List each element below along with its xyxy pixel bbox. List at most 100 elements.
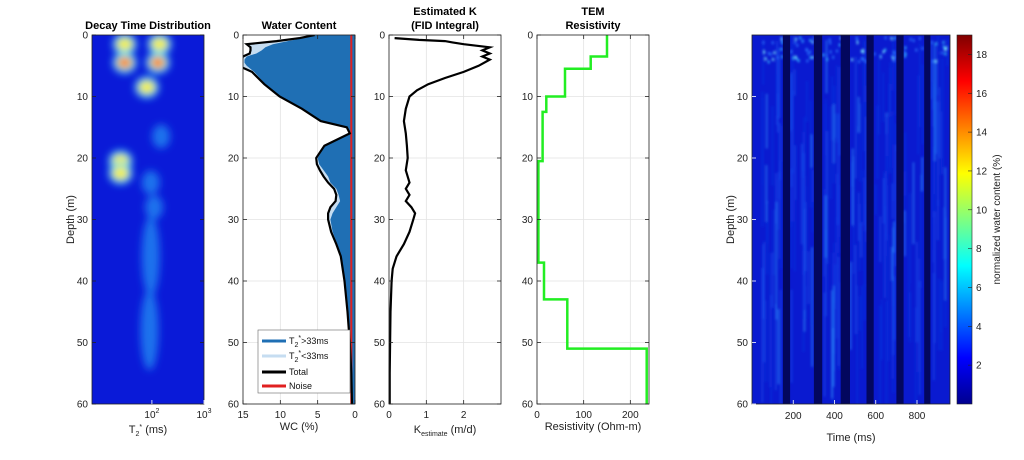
time-streak	[771, 106, 773, 186]
time-streak	[940, 111, 942, 175]
time-speckle	[772, 57, 774, 61]
k-x-axis-label: Kestimate (m/d)	[414, 424, 477, 438]
time-streak	[792, 90, 794, 174]
time-speckle	[771, 41, 774, 45]
time-streak	[855, 244, 857, 334]
x-tick-label: 200	[622, 410, 639, 421]
time-streak	[770, 294, 772, 404]
y-tick-label: 30	[522, 215, 534, 226]
water-x-ticks: 15 10 5 0	[237, 35, 358, 421]
x-tick-label: 102	[144, 408, 159, 421]
x-tick-label: 0	[352, 410, 358, 421]
time-streak	[773, 209, 775, 276]
time-streak	[887, 234, 889, 361]
time-speckle	[861, 49, 863, 53]
time-streak	[919, 281, 921, 395]
time-speckle	[792, 56, 795, 60]
time-streak	[794, 166, 796, 272]
time-streak	[864, 177, 866, 287]
time-speckle	[904, 52, 907, 56]
y-tick-label: 30	[77, 215, 89, 226]
colorbar-tick-label: 4	[976, 322, 982, 333]
time-streak	[766, 93, 768, 149]
time-streak	[765, 165, 767, 222]
time-streak	[892, 111, 894, 201]
time-x-ticks: 200 400 600 800	[785, 400, 926, 422]
y-tick-label: 0	[527, 31, 533, 42]
time-streak	[804, 116, 806, 229]
decay-hotspot-core	[152, 58, 164, 68]
time-streak	[864, 41, 866, 103]
time-streak	[892, 248, 894, 355]
time-streak	[934, 211, 936, 343]
time-streak	[835, 113, 837, 139]
time-streak	[831, 290, 833, 399]
y-tick-label: 10	[374, 92, 386, 103]
time-speckle	[879, 54, 882, 58]
time-streak	[944, 167, 946, 301]
time-speckle	[903, 50, 906, 54]
time-streak	[937, 35, 939, 96]
time-streak	[861, 285, 863, 369]
time-speckle	[890, 36, 893, 40]
time-streak	[807, 251, 810, 305]
water-x-axis-label: WC (%)	[280, 421, 319, 433]
decay-heatmap-spots	[108, 35, 172, 371]
time-streak	[879, 305, 881, 404]
time-streak	[858, 192, 860, 241]
time-speckle	[851, 58, 853, 62]
time-streak	[855, 126, 858, 155]
time-streak	[791, 169, 793, 222]
y-tick-label: 60	[77, 400, 89, 411]
decay-x-ticks: 102 103	[144, 400, 212, 421]
y-tick-label: 40	[228, 277, 240, 288]
y-tick-label: 60	[228, 400, 240, 411]
time-streak	[859, 103, 862, 182]
time-streak	[893, 221, 895, 253]
time-streak	[823, 189, 825, 277]
time-speckle	[806, 59, 809, 63]
time-speckle	[944, 47, 946, 51]
time-streak	[791, 72, 793, 187]
time-streak	[761, 267, 763, 403]
time-speckle	[884, 36, 887, 40]
time-streak	[831, 76, 833, 141]
time-speckle	[795, 57, 798, 61]
time-streak	[917, 75, 919, 155]
decay-y-ticks: 0 10 20 30 40 50 60	[77, 31, 204, 411]
colorbar-tick-label: 2	[976, 361, 982, 372]
time-streak	[937, 101, 939, 206]
time-speckle	[794, 40, 796, 44]
x-tick-label: 103	[196, 408, 211, 421]
time-streak	[892, 183, 894, 219]
time-y-axis-label: Depth (m)	[725, 195, 737, 244]
y-tick-label: 0	[233, 31, 239, 42]
time-speckle	[828, 38, 831, 42]
time-speckle	[795, 37, 797, 41]
tem-resistivity-line	[537, 35, 648, 404]
time-speckle	[762, 41, 765, 44]
time-streak	[934, 44, 936, 162]
x-tick-label: 10	[275, 410, 287, 421]
time-speckle	[781, 55, 783, 59]
time-depth-panel: 10 20 30 40 50 60 200 400 600 800 Depth (m) Time…	[725, 34, 1003, 444]
time-speckle	[797, 59, 800, 63]
time-speckle	[891, 55, 893, 58]
decay-panel-title: Decay Time Distribution	[85, 20, 211, 32]
time-speckle	[944, 52, 946, 56]
y-tick-label: 50	[374, 338, 386, 349]
time-streak	[803, 250, 805, 353]
time-streak	[920, 174, 922, 288]
time-streak	[895, 49, 897, 115]
time-speckle	[893, 51, 896, 55]
time-streak	[777, 93, 779, 133]
time-streak	[941, 282, 943, 333]
time-streak	[904, 132, 906, 196]
time-speckle	[919, 37, 921, 40]
time-speckle	[856, 41, 859, 45]
time-streak	[932, 81, 934, 127]
y-tick-label: 60	[737, 400, 749, 411]
time-streak	[833, 263, 835, 371]
time-streak	[886, 185, 888, 236]
